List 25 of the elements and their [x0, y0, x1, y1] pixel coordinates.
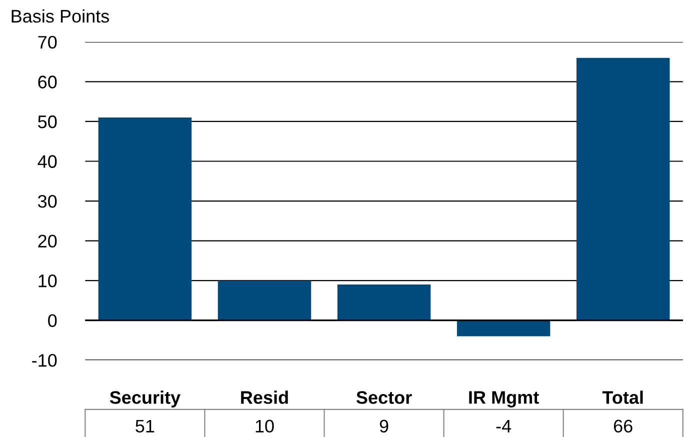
y-axis-title: Basis Points	[12, 9, 110, 23]
data-label: 9	[380, 420, 388, 433]
data-label: 10	[256, 420, 274, 433]
y-tick-label: 40	[38, 155, 57, 168]
y-tick-label: 0	[48, 314, 57, 328]
y-tick-label: -10	[32, 354, 57, 367]
y-tick-label: 10	[38, 274, 57, 288]
x-tick-label: IR Mgmt	[469, 391, 539, 408]
x-tick-label: Resid	[241, 390, 288, 404]
data-label: -4	[496, 420, 512, 432]
data-label: 66	[614, 420, 632, 433]
x-tick-label: Sector	[356, 391, 412, 404]
y-tick-label: 60	[38, 76, 57, 88]
y-tick-label: 30	[38, 194, 57, 208]
bar	[218, 280, 312, 320]
y-tick-label: 70	[38, 36, 57, 49]
bar	[98, 118, 192, 320]
bar	[337, 284, 431, 320]
data-label: 51	[136, 420, 154, 433]
y-tick-label: 20	[38, 234, 57, 248]
bar	[576, 58, 670, 320]
x-tick-label: Total	[602, 390, 643, 404]
y-tick-label: 50	[38, 115, 57, 128]
x-tick-label: Security	[110, 390, 180, 408]
bar	[456, 320, 550, 336]
